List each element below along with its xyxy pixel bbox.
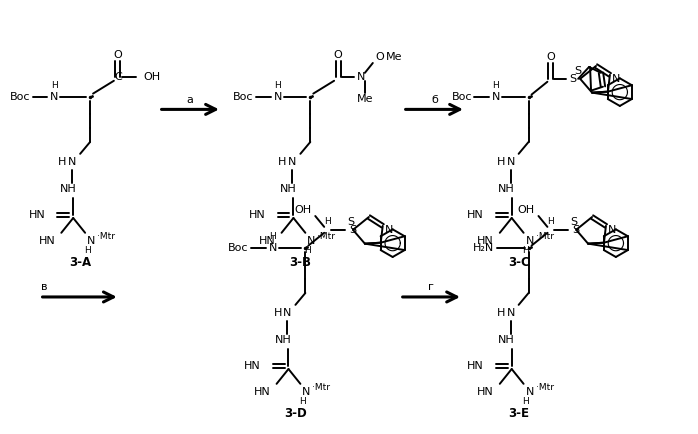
Text: N: N	[283, 308, 292, 318]
Text: N: N	[491, 92, 500, 102]
Text: H₂N: H₂N	[473, 243, 494, 253]
Text: a: a	[187, 95, 194, 105]
Text: ·Mtr: ·Mtr	[535, 383, 554, 392]
Text: S: S	[348, 217, 355, 227]
Text: S: S	[571, 217, 578, 227]
Text: N: N	[608, 225, 616, 235]
Text: N: N	[50, 92, 59, 102]
Text: HN: HN	[259, 236, 276, 246]
Text: ·Mtr: ·Mtr	[535, 232, 554, 241]
Text: б: б	[431, 95, 438, 105]
Text: H: H	[547, 217, 554, 227]
Text: Me: Me	[357, 94, 373, 104]
Text: O: O	[114, 50, 122, 60]
Text: O: O	[334, 50, 343, 60]
Text: H: H	[324, 217, 331, 227]
Text: Boc: Boc	[452, 92, 472, 102]
Text: OH: OH	[517, 205, 535, 215]
Text: N: N	[269, 243, 277, 253]
Text: NH: NH	[498, 184, 515, 194]
Text: H: H	[274, 81, 281, 90]
Text: ·Mtr: ·Mtr	[318, 232, 335, 241]
Text: S: S	[574, 66, 581, 76]
Text: NH: NH	[60, 184, 77, 194]
Text: NH: NH	[275, 335, 292, 345]
Text: S: S	[350, 225, 357, 235]
Text: H: H	[496, 157, 505, 167]
Text: H: H	[522, 246, 529, 255]
Text: O: O	[376, 52, 385, 62]
Text: 3-A: 3-A	[69, 256, 91, 269]
Text: HN: HN	[467, 361, 484, 371]
Text: N: N	[526, 236, 534, 246]
Text: HN: HN	[254, 387, 271, 397]
Text: H: H	[304, 246, 311, 255]
Text: 3-B: 3-B	[290, 256, 311, 269]
Text: в: в	[41, 282, 47, 292]
Text: г: г	[429, 282, 434, 292]
Text: N: N	[507, 157, 515, 167]
Text: OH: OH	[294, 205, 311, 215]
Text: N: N	[87, 236, 96, 246]
Text: N: N	[507, 308, 515, 318]
Text: N: N	[302, 387, 311, 397]
Text: Boc: Boc	[228, 243, 248, 253]
Text: N: N	[288, 157, 297, 167]
Text: H: H	[58, 157, 66, 167]
Text: 3-C: 3-C	[507, 256, 530, 269]
Text: HN: HN	[477, 387, 494, 397]
Text: H: H	[522, 397, 529, 406]
Text: OH: OH	[144, 72, 161, 82]
Text: H: H	[493, 81, 499, 90]
Text: N: N	[68, 157, 76, 167]
Text: ·Mtr: ·Mtr	[97, 232, 115, 241]
Text: N: N	[526, 387, 534, 397]
Text: Me: Me	[386, 52, 402, 62]
Text: H: H	[279, 157, 287, 167]
Text: H: H	[299, 397, 306, 406]
Text: HN: HN	[467, 210, 484, 220]
Text: HN: HN	[38, 236, 55, 246]
Text: S: S	[572, 225, 580, 235]
Text: HN: HN	[29, 210, 45, 220]
Text: N: N	[307, 236, 315, 246]
Text: ·Mtr: ·Mtr	[312, 383, 330, 392]
Text: N: N	[357, 72, 365, 82]
Text: C: C	[114, 72, 121, 82]
Text: NH: NH	[498, 335, 515, 345]
Text: N: N	[274, 92, 282, 102]
Text: 3-D: 3-D	[284, 407, 307, 420]
Text: H: H	[274, 308, 282, 318]
Text: N: N	[385, 225, 393, 235]
Text: N: N	[611, 74, 620, 84]
Text: Boc: Boc	[10, 92, 31, 102]
Text: H: H	[84, 246, 91, 255]
Text: 3-E: 3-E	[508, 407, 529, 420]
Text: H: H	[269, 232, 276, 241]
Text: O: O	[546, 52, 555, 62]
Text: H: H	[51, 81, 58, 90]
Text: H: H	[496, 308, 505, 318]
Text: HN: HN	[249, 210, 266, 220]
Text: S: S	[570, 74, 577, 84]
Text: HN: HN	[477, 236, 494, 246]
Text: Boc: Boc	[233, 92, 254, 102]
Text: HN: HN	[244, 361, 261, 371]
Text: NH: NH	[280, 184, 297, 194]
